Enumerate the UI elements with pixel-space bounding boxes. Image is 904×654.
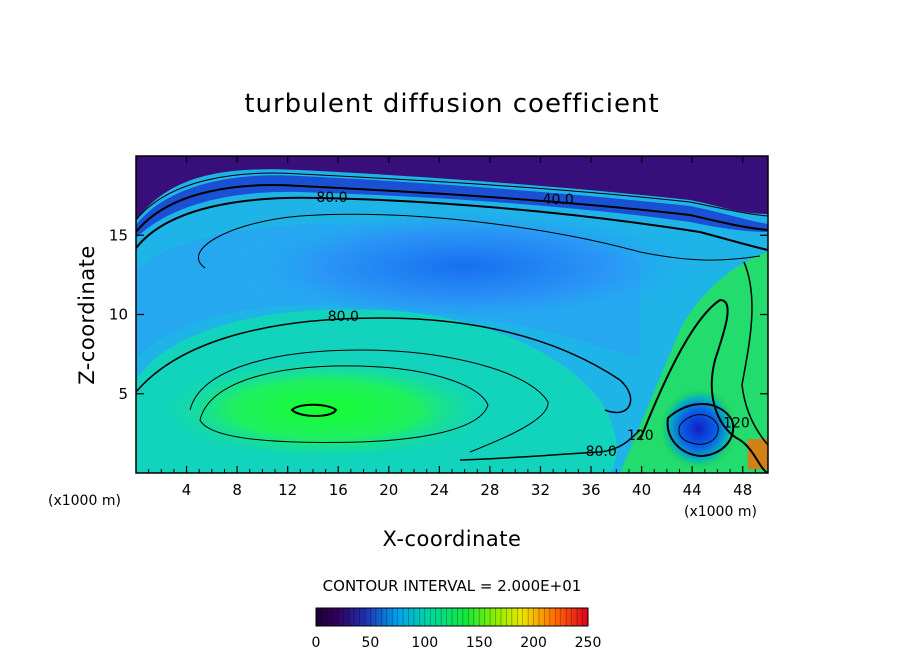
colorbar-tick-label: 200: [520, 635, 547, 651]
colorbar-stripes: [315, 608, 589, 626]
colorbar-tick-label: 0: [312, 635, 321, 651]
x-tick-label: 16: [329, 481, 348, 499]
contour-line: [678, 414, 719, 445]
contour-label: 120: [723, 415, 750, 431]
contour-label: 40.0: [543, 192, 574, 208]
contour-line: [639, 298, 768, 473]
x-tick-label: 28: [480, 481, 499, 499]
contour-line: [189, 349, 549, 453]
x-tick-label: 20: [379, 481, 398, 499]
y-tick-label: 10: [109, 306, 128, 324]
plot-area: [136, 156, 768, 473]
colorbar-tick-label: 50: [361, 635, 379, 651]
contour-line: [199, 365, 489, 443]
colorbar-tick-label: 150: [466, 635, 493, 651]
x-tick-label: 48: [733, 481, 752, 499]
contour-line: [136, 196, 768, 251]
contour-line: [136, 317, 632, 414]
x-tick-label: 40: [632, 481, 651, 499]
chart-title: turbulent diffusion coefficient: [244, 89, 659, 119]
x-tick-label: 44: [683, 481, 702, 499]
x-unit-label-left: (x1000 m): [48, 493, 121, 509]
field-top-layer: [136, 156, 768, 220]
contour-line: [136, 172, 768, 221]
contour-label: 80.0: [586, 444, 617, 460]
contour-line: [741, 261, 768, 446]
contour-line: [198, 213, 761, 269]
field-upper-blue-basin: [224, 206, 705, 327]
x-tick-label: 24: [430, 481, 449, 499]
field-top-transition: [136, 175, 768, 238]
contour-line: [136, 184, 768, 233]
field-bottom-right-edge: [747, 439, 768, 470]
x-unit-label-right: (x1000 m): [684, 504, 757, 520]
colorbar-tick-label: 250: [575, 635, 602, 651]
colorbar-ticks: 0 50 100 150 200 250: [312, 635, 602, 651]
contour-label-group: 80.0 40.0 80.0 80.0 120 120: [316, 190, 749, 460]
x-tick-label: 8: [232, 481, 242, 499]
colorbar: [315, 607, 589, 627]
x-tick-label: 4: [182, 481, 192, 499]
contour-label: 80.0: [316, 190, 347, 206]
x-tick-label: 32: [531, 481, 550, 499]
colorbar-tick-label: 100: [411, 635, 438, 651]
contour-line: [666, 403, 735, 458]
y-axis-ticks: 5 10 15: [109, 226, 768, 403]
x-tick-label: 36: [581, 481, 600, 499]
contour-interval-text: CONTOUR INTERVAL = 2.000E+01: [323, 577, 582, 595]
x-axis-ticks: 4 8 12 16 20 24 28 32 36 40 44 48: [148, 156, 756, 499]
contour-lines: [136, 172, 768, 473]
y-tick-label: 5: [118, 385, 128, 403]
x-tick-label: 12: [278, 481, 297, 499]
field-lower-green-maximum: [155, 357, 496, 462]
y-tick-label: 15: [109, 226, 128, 244]
x-axis-label: X-coordinate: [383, 527, 522, 551]
contour-line: [459, 429, 641, 461]
contour-label: 120: [627, 428, 654, 444]
contour-line: [290, 403, 338, 417]
contour-label: 80.0: [328, 309, 359, 325]
y-axis-label: Z-coordinate: [75, 245, 99, 385]
